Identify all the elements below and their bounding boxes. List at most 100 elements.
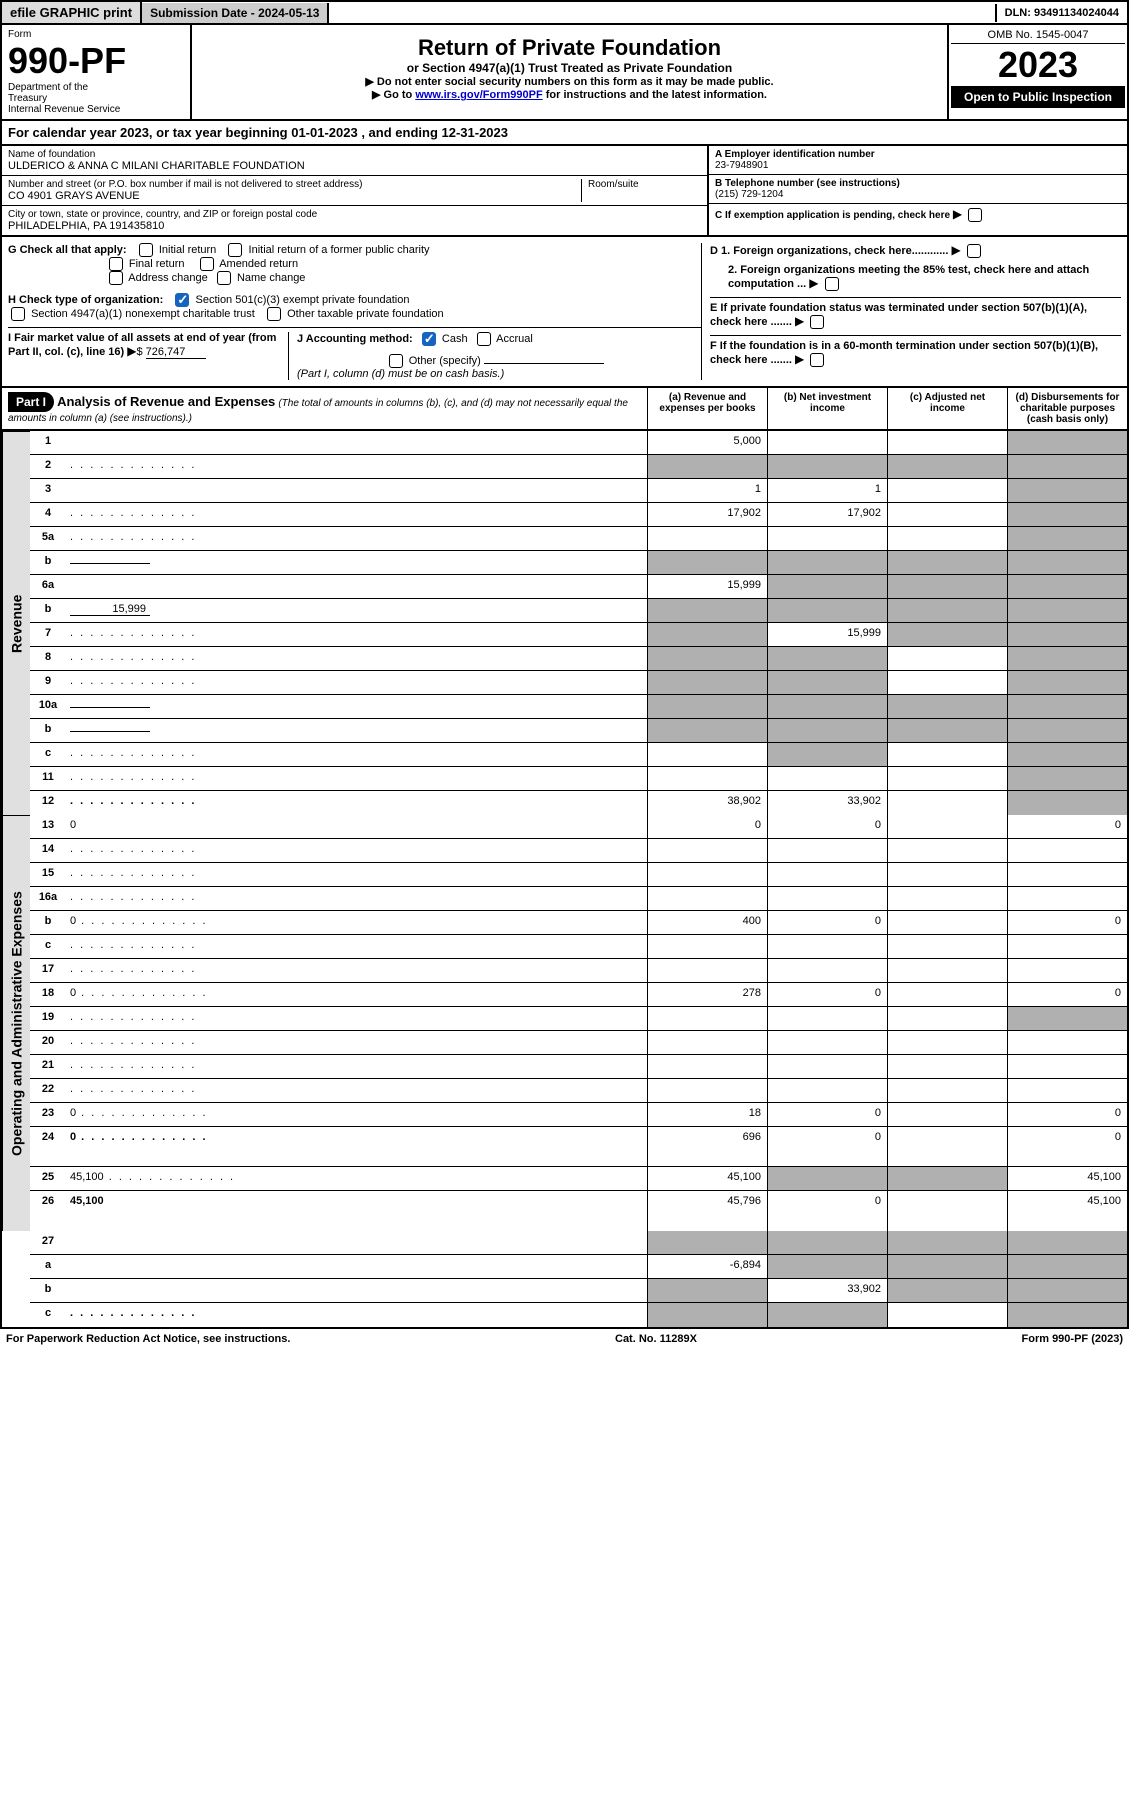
cell-d: 0	[1007, 983, 1127, 1006]
501c3-checkbox[interactable]	[175, 293, 189, 307]
cell-b	[767, 1031, 887, 1054]
cell-b	[767, 743, 887, 766]
cell-a	[647, 863, 767, 886]
name-change-checkbox[interactable]	[217, 271, 231, 285]
other-taxable-checkbox[interactable]	[267, 307, 281, 321]
instruction-link: ▶ Go to www.irs.gov/Form990PF for instru…	[198, 88, 941, 101]
cell-a	[647, 1231, 767, 1254]
cell-b	[767, 551, 887, 574]
phone: (215) 729-1204	[715, 189, 1121, 200]
c-box: C If exemption application is pending, c…	[709, 204, 1127, 225]
cell-a	[647, 551, 767, 574]
cell-c	[887, 1031, 1007, 1054]
cell-c	[887, 695, 1007, 718]
cell-c	[887, 1055, 1007, 1078]
cell-c	[887, 887, 1007, 910]
line-number: 10a	[30, 695, 66, 718]
addr-label: Number and street (or P.O. box number if…	[8, 179, 581, 190]
line-number: 3	[30, 479, 66, 502]
dept-label: Department of theTreasuryInternal Revenu…	[8, 82, 184, 115]
d2-checkbox[interactable]	[825, 277, 839, 291]
efile-label[interactable]: efile GRAPHIC print	[2, 2, 142, 23]
topbar: efile GRAPHIC print Submission Date - 20…	[0, 0, 1129, 25]
cell-d	[1007, 1231, 1127, 1254]
c-checkbox[interactable]	[968, 208, 982, 222]
check-section: G Check all that apply: Initial return I…	[0, 237, 1129, 388]
line-number: 12	[30, 791, 66, 815]
line-description	[66, 455, 647, 478]
i-label: I Fair market value of all assets at end…	[8, 332, 276, 358]
cell-b	[767, 959, 887, 982]
line-number: 16a	[30, 887, 66, 910]
table-row: 21	[30, 1055, 1127, 1079]
e-checkbox[interactable]	[810, 315, 824, 329]
cash-checkbox[interactable]	[422, 332, 436, 346]
cell-c	[887, 767, 1007, 790]
cell-c	[887, 719, 1007, 742]
c-label: C If exemption application is pending, c…	[715, 210, 950, 221]
cell-a: 45,100	[647, 1167, 767, 1190]
cell-b: 33,902	[767, 791, 887, 815]
amended-return-checkbox[interactable]	[200, 257, 214, 271]
line-number: 23	[30, 1103, 66, 1126]
line-description	[66, 1031, 647, 1054]
footer-left: For Paperwork Reduction Act Notice, see …	[6, 1333, 290, 1345]
phone-label: B Telephone number (see instructions)	[715, 178, 1121, 189]
irs-link[interactable]: www.irs.gov/Form990PF	[415, 89, 542, 101]
line-description	[66, 647, 647, 670]
cell-c	[887, 1007, 1007, 1030]
cell-a: 5,000	[647, 431, 767, 454]
table-row: b 15,999	[30, 599, 1127, 623]
cell-d	[1007, 743, 1127, 766]
line-number: 1	[30, 431, 66, 454]
cell-d	[1007, 647, 1127, 670]
cell-c	[887, 575, 1007, 598]
other-method-checkbox[interactable]	[389, 354, 403, 368]
cell-c	[887, 863, 1007, 886]
arrow-icon: ▶	[795, 352, 804, 366]
cell-a	[647, 695, 767, 718]
cell-a	[647, 1031, 767, 1054]
table-row: 1 5,000	[30, 431, 1127, 455]
cell-d	[1007, 791, 1127, 815]
cell-a: 45,796	[647, 1191, 767, 1231]
table-row: 11	[30, 767, 1127, 791]
d1-checkbox[interactable]	[967, 244, 981, 258]
line-number: 21	[30, 1055, 66, 1078]
line-description: 0	[66, 815, 647, 838]
header-center: Return of Private Foundation or Section …	[192, 25, 947, 119]
table-row: 2	[30, 455, 1127, 479]
cell-a	[647, 959, 767, 982]
4947-checkbox[interactable]	[11, 307, 25, 321]
table-row: 1238,90233,902	[30, 791, 1127, 815]
addr-change-checkbox[interactable]	[109, 271, 123, 285]
initial-former-checkbox[interactable]	[228, 243, 242, 257]
final-return-checkbox[interactable]	[109, 257, 123, 271]
footer-center: Cat. No. 11289X	[615, 1333, 697, 1345]
header-left: Form 990-PF Department of theTreasuryInt…	[2, 25, 192, 119]
cell-c	[887, 1103, 1007, 1126]
cell-a: 278	[647, 983, 767, 1006]
cell-c	[887, 911, 1007, 934]
accrual-checkbox[interactable]	[477, 332, 491, 346]
initial-return-checkbox[interactable]	[139, 243, 153, 257]
f-checkbox[interactable]	[810, 353, 824, 367]
cell-b	[767, 1055, 887, 1078]
revenue-section: Revenue 15,0002311417,90217,9025ab 6a15,…	[2, 431, 1127, 815]
check-left: G Check all that apply: Initial return I…	[8, 243, 701, 380]
table-row: 417,90217,902	[30, 503, 1127, 527]
cell-b	[767, 431, 887, 454]
table-row: 311	[30, 479, 1127, 503]
g-amended: Amended return	[219, 258, 298, 270]
cell-b	[767, 527, 887, 550]
h-row: H Check type of organization: Section 50…	[8, 293, 701, 321]
g-row: G Check all that apply: Initial return I…	[8, 243, 701, 285]
line-number: 26	[30, 1191, 66, 1231]
line-number: 20	[30, 1031, 66, 1054]
cell-d	[1007, 455, 1127, 478]
cell-a	[647, 935, 767, 958]
part1-title: Analysis of Revenue and Expenses	[57, 394, 275, 409]
g-label: G Check all that apply:	[8, 244, 127, 256]
expense-section: Operating and Administrative Expenses 13…	[2, 815, 1127, 1231]
table-row: 9	[30, 671, 1127, 695]
